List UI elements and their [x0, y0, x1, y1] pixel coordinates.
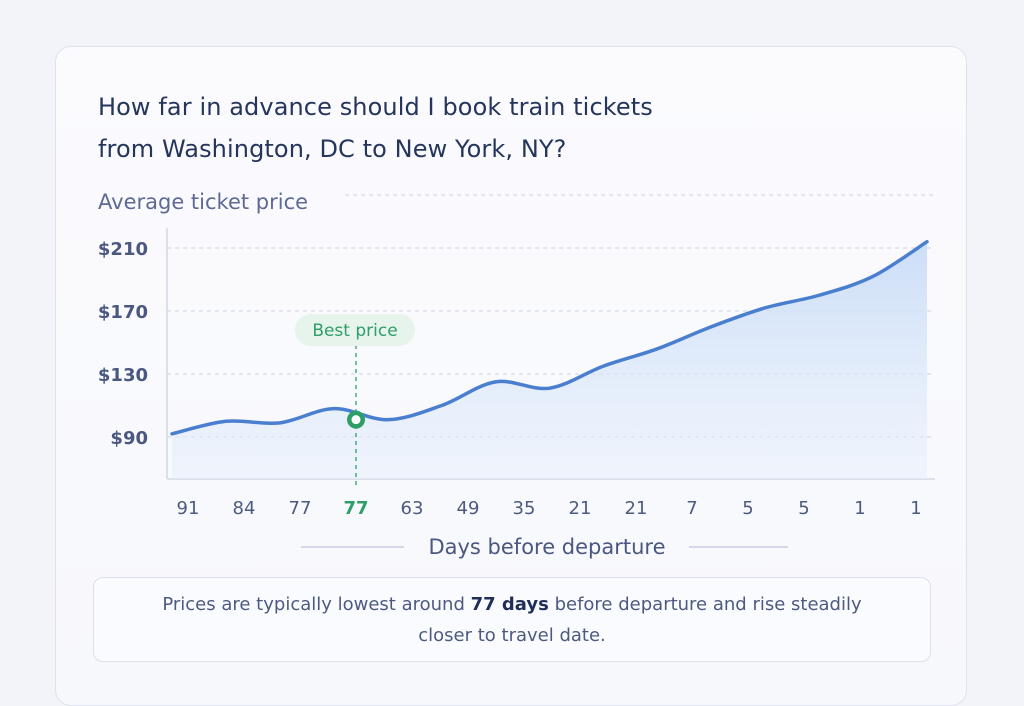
y-axis-ticks: $210 $170 $130 $90: [98, 239, 148, 449]
x-tick-label: 7: [686, 498, 697, 519]
price-line: [170, 239, 929, 436]
best-price-callout: Best price: [295, 314, 415, 487]
summary-highlight: 77 days: [470, 593, 549, 615]
x-tick-label-best: 77: [343, 498, 368, 519]
title-line-2: from Washington, DC to New York, NY?: [98, 135, 567, 163]
y-axis-label: Average ticket price: [98, 190, 308, 214]
x-tick-label: 35: [513, 498, 536, 519]
best-price-marker-dot: [351, 415, 361, 425]
x-tick-label: 1: [910, 498, 921, 519]
x-tick-label: 21: [625, 498, 648, 519]
summary-prefix: Prices are typically lowest around: [162, 593, 471, 615]
x-tick-label: 1: [854, 498, 865, 519]
title-line-1: How far in advance should I book train t…: [98, 93, 653, 121]
x-tick-label: 49: [457, 498, 480, 519]
x-tick-label: 5: [742, 498, 753, 519]
summary-note: Prices are typically lowest around 77 da…: [93, 577, 931, 662]
x-tick-label: 91: [177, 498, 200, 519]
summary-text: Prices are typically lowest around 77 da…: [134, 589, 890, 651]
price-area: [172, 241, 927, 479]
x-tick-label: 21: [569, 498, 592, 519]
x-tick-label: 63: [401, 498, 424, 519]
x-tick-label: 5: [798, 498, 809, 519]
y-tick-label: $170: [98, 302, 148, 323]
y-tick-label: $90: [110, 428, 148, 449]
y-tick-label: $130: [98, 365, 148, 386]
chart-title: How far in advance should I book train t…: [98, 86, 798, 170]
y-tick-label: $210: [98, 239, 148, 260]
best-price-pill: [295, 314, 415, 346]
x-axis-ticks: 91 84 77 77 63 49 35 21 21 7 5 5 1 1: [177, 498, 922, 519]
x-tick-label: 77: [289, 498, 312, 519]
summary-suffix: before departure and rise steadily close…: [418, 593, 862, 646]
x-axis-label: Days before departure: [428, 535, 665, 559]
best-price-label: Best price: [312, 321, 397, 341]
price-chart: Average ticket price $210 $170 $130 $90 Bes…: [98, 190, 935, 559]
x-tick-label: 84: [233, 498, 256, 519]
